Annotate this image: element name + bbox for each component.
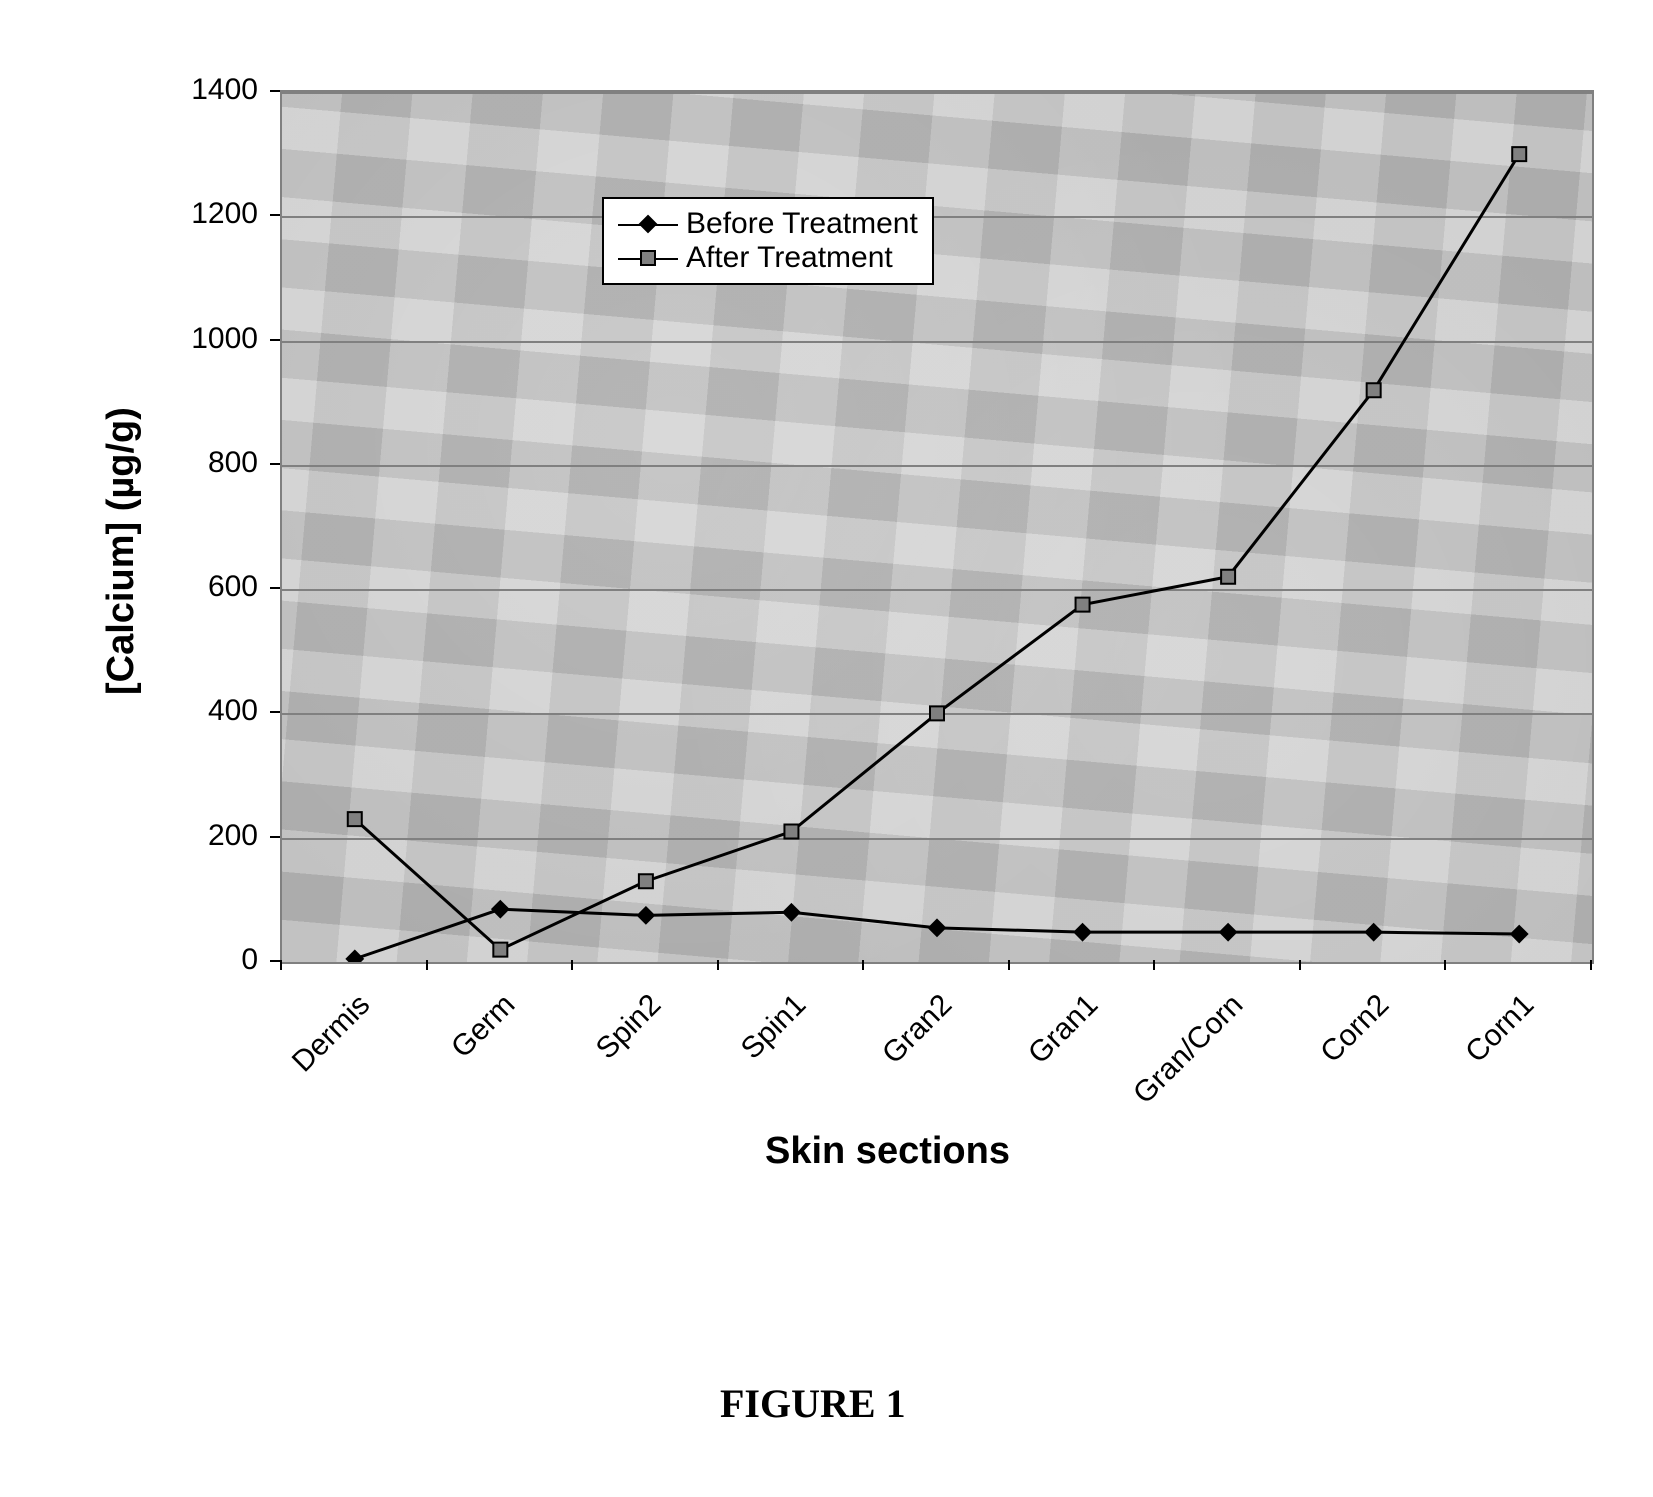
x-axis-label: Skin sections <box>765 1130 1010 1173</box>
x-tick-mark <box>717 960 719 970</box>
series-marker-0 <box>347 951 363 964</box>
chart-legend: Before TreatmentAfter Treatment <box>602 197 934 285</box>
series-marker-1 <box>493 943 507 957</box>
calcium-line-chart: [Calcium] (µg/g) 0 200 400 600 800 1000 1200 14… <box>40 30 1610 1230</box>
x-tick-mark <box>862 960 864 970</box>
series-marker-1 <box>784 825 798 839</box>
series-marker-1 <box>930 706 944 720</box>
y-tick-mark <box>270 960 280 962</box>
legend-marker-0 <box>618 215 678 233</box>
y-tick-label: 800 <box>208 446 258 480</box>
x-tick-label: Gran/Corn <box>1127 988 1250 1111</box>
x-tick-mark <box>1153 960 1155 970</box>
legend-item-0: Before Treatment <box>618 207 918 241</box>
x-tick-mark <box>426 960 428 970</box>
y-axis-label: [Calcium] (µg/g) <box>100 407 143 695</box>
x-tick-mark <box>280 960 282 970</box>
series-marker-1 <box>1367 383 1381 397</box>
legend-item-1: After Treatment <box>618 241 918 275</box>
y-tick-label: 600 <box>208 570 258 604</box>
y-tick-label: 200 <box>208 819 258 853</box>
series-marker-0 <box>929 920 945 936</box>
series-marker-1 <box>639 874 653 888</box>
legend-label-0: Before Treatment <box>686 207 918 241</box>
x-tick-label: Dermis <box>286 988 377 1079</box>
series-marker-1 <box>1221 570 1235 584</box>
series-marker-0 <box>492 901 508 917</box>
y-tick-label: 1000 <box>191 322 258 356</box>
series-marker-0 <box>1511 926 1527 942</box>
x-tick-label: Corn2 <box>1314 988 1396 1070</box>
series-marker-0 <box>783 904 799 920</box>
gridline <box>282 962 1592 964</box>
series-marker-0 <box>1220 924 1236 940</box>
series-layer <box>282 92 1592 962</box>
x-tick-label: Spin2 <box>590 988 668 1066</box>
figure-caption: FIGURE 1 <box>720 1380 906 1427</box>
x-tick-label: Spin1 <box>735 988 813 1066</box>
series-marker-0 <box>638 907 654 923</box>
page: [Calcium] (µg/g) 0 200 400 600 800 1000 1200 14… <box>0 0 1653 1497</box>
x-tick-mark <box>1444 960 1446 970</box>
y-tick-label: 1400 <box>191 73 258 107</box>
y-tick-mark <box>270 836 280 838</box>
x-tick-mark <box>1299 960 1301 970</box>
y-tick-label: 1200 <box>191 197 258 231</box>
y-tick-label: 0 <box>241 943 258 977</box>
x-tick-label: Corn1 <box>1459 988 1541 1070</box>
plot-area: Before TreatmentAfter Treatment <box>280 90 1594 964</box>
y-tick-mark <box>270 339 280 341</box>
legend-label-1: After Treatment <box>686 241 893 275</box>
x-tick-mark <box>1590 960 1592 970</box>
series-line-1 <box>355 154 1519 949</box>
series-marker-0 <box>1075 924 1091 940</box>
y-tick-mark <box>270 711 280 713</box>
y-tick-mark <box>270 463 280 465</box>
series-marker-1 <box>348 812 362 826</box>
x-tick-label: Germ <box>445 988 522 1065</box>
series-marker-1 <box>1076 598 1090 612</box>
y-tick-mark <box>270 90 280 92</box>
y-tick-mark <box>270 587 280 589</box>
y-tick-label: 400 <box>208 694 258 728</box>
x-tick-mark <box>571 960 573 970</box>
x-tick-mark <box>1008 960 1010 970</box>
y-tick-mark <box>270 214 280 216</box>
series-marker-1 <box>1512 147 1526 161</box>
x-tick-label: Gran1 <box>1022 988 1105 1071</box>
series-marker-0 <box>1366 924 1382 940</box>
legend-marker-1 <box>618 249 678 267</box>
x-tick-label: Gran2 <box>876 988 959 1071</box>
